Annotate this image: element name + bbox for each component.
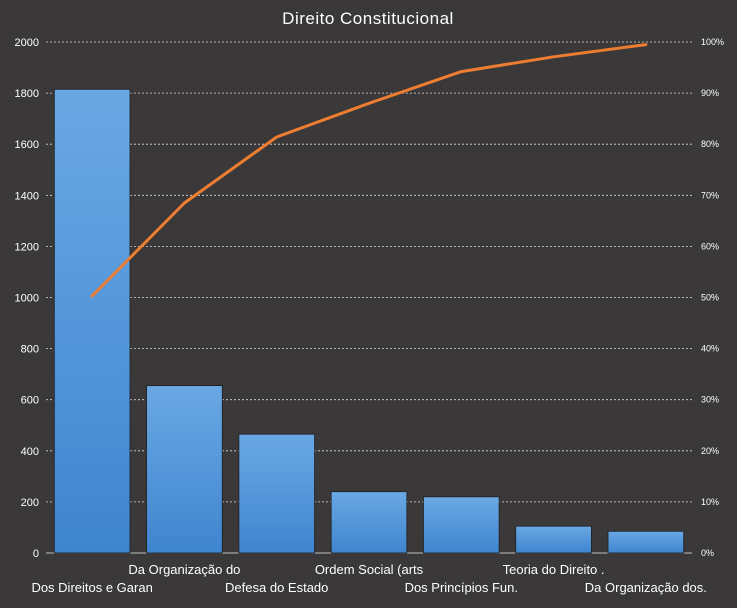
bars [53, 88, 685, 554]
bar [515, 525, 592, 554]
cumulative-line [90, 43, 648, 298]
right-tick-label: 90% [701, 88, 719, 98]
right-tick-label: 10% [701, 497, 719, 507]
left-axis-ticks: 0 200 400 600 800 1000 1200 1400 1600 1800 2000 [15, 37, 39, 560]
bar [607, 530, 685, 554]
right-axis-ticks: 0% 10% 20% 30% 40% 50% 60% 70% 80% 90% 100% [701, 37, 724, 558]
right-tick-label: 50% [701, 293, 719, 303]
bar [330, 491, 408, 554]
left-tick-label: 800 [21, 344, 39, 356]
bar [423, 496, 500, 554]
chart-title: Direito Constitucional [282, 9, 454, 28]
left-tick-label: 1400 [15, 190, 39, 202]
category-label: Dos Direitos e Garan [31, 580, 152, 595]
left-tick-label: 400 [21, 446, 39, 458]
category-label: Defesa do Estado [225, 580, 328, 595]
left-tick-label: 2000 [15, 37, 39, 49]
category-labels: Dos Direitos e Garan Da Organização do Def… [31, 562, 706, 595]
bar [53, 88, 131, 554]
category-label: Da Organização do [128, 562, 240, 577]
right-tick-label: 30% [701, 395, 719, 405]
left-tick-label: 1800 [15, 88, 39, 100]
left-tick-label: 600 [21, 395, 39, 407]
right-tick-label: 60% [701, 241, 719, 251]
left-tick-label: 1200 [15, 241, 39, 253]
left-tick-label: 0 [33, 548, 39, 560]
right-tick-label: 70% [701, 190, 719, 200]
left-tick-label: 1000 [15, 293, 39, 305]
right-tick-label: 20% [701, 446, 719, 456]
left-tick-label: 1600 [15, 139, 39, 151]
right-tick-label: 100% [701, 37, 724, 47]
bar [146, 385, 223, 554]
cumulative-line-path [90, 43, 648, 298]
bar [238, 433, 315, 554]
category-label: Da Organização dos. [585, 580, 707, 595]
category-label: Teoria do Direito . [503, 562, 605, 577]
category-label: Ordem Social (arts [315, 562, 424, 577]
left-tick-label: 200 [21, 497, 39, 509]
category-label: Dos Princípios Fun. [405, 580, 518, 595]
right-tick-label: 40% [701, 344, 719, 354]
right-tick-label: 0% [701, 548, 714, 558]
right-tick-label: 80% [701, 139, 719, 149]
